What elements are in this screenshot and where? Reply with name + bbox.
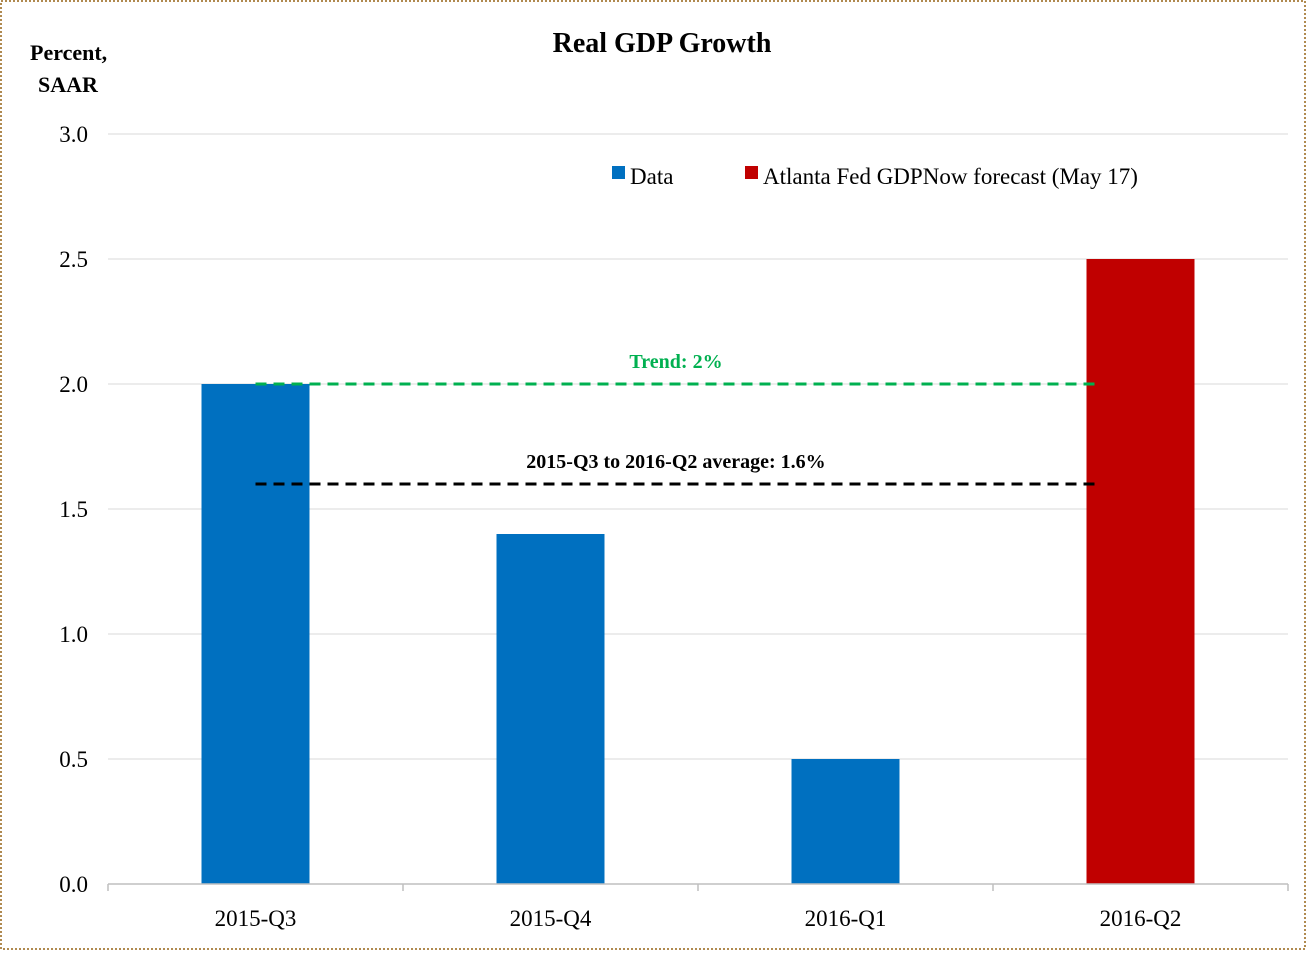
bar — [496, 534, 605, 884]
y-tick-label: 2.5 — [59, 247, 88, 272]
legend-label: Atlanta Fed GDPNow forecast (May 17) — [763, 164, 1138, 189]
bar — [791, 759, 900, 884]
legend-swatch — [612, 166, 625, 179]
y-axis-label-line-1: Percent, — [30, 40, 107, 65]
x-tick-label: 2015-Q4 — [510, 906, 592, 931]
bar — [201, 384, 310, 884]
y-tick-label: 3.0 — [59, 122, 88, 147]
y-tick-label: 2.0 — [59, 372, 88, 397]
x-axis — [107, 883, 1289, 891]
bar — [1086, 259, 1195, 884]
y-tick-label: 1.5 — [59, 497, 88, 522]
x-axis-ticks: 2015-Q3 2015-Q4 2016-Q1 2016-Q2 — [215, 906, 1182, 931]
reference-lines: Trend: 2% 2015-Q3 to 2016-Q2 average: 1.6… — [255, 351, 1097, 486]
legend: Data Atlanta Fed GDPNow forecast (May 17) — [612, 164, 1138, 189]
y-tick-label: 0.5 — [59, 747, 88, 772]
x-tick-label: 2016-Q1 — [805, 906, 887, 931]
bars — [201, 259, 1195, 884]
y-axis-label-line-2: SAAR — [38, 72, 99, 97]
legend-label: Data — [630, 164, 673, 189]
reference-line-label: Trend: 2% — [629, 351, 722, 373]
reference-line-label: 2015-Q3 to 2016-Q2 average: 1.6% — [526, 451, 825, 473]
y-axis-ticks: 0.0 0.5 1.0 1.5 2.0 2.5 3.0 — [59, 122, 88, 897]
legend-swatch — [745, 166, 758, 179]
x-tick-label: 2016-Q2 — [1100, 906, 1182, 931]
chart-title: Real GDP Growth — [553, 28, 772, 59]
y-tick-label: 1.0 — [59, 622, 88, 647]
y-tick-label: 0.0 — [59, 872, 88, 897]
x-tick-label: 2015-Q3 — [215, 906, 297, 931]
